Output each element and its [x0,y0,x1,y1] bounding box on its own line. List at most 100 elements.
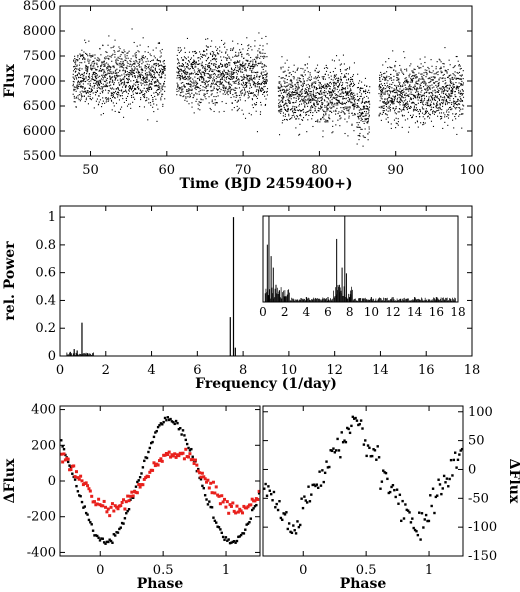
lightcurve-point [192,67,194,69]
lightcurve-point [457,60,459,62]
phase-left-point-black [180,433,183,436]
lightcurve-point [295,93,297,95]
lightcurve-point [334,82,336,84]
lightcurve-point [204,73,206,75]
lightcurve-point [358,82,360,84]
lightcurve-point [406,79,408,81]
lightcurve-point [258,48,260,50]
lightcurve-point [115,75,117,77]
lightcurve-point [363,136,365,138]
lightcurve-point [194,82,196,84]
lightcurve-point [387,110,389,112]
lightcurve-point [444,47,446,49]
lightcurve-point [324,73,327,75]
lightcurve-point [219,80,221,82]
phase-left-point-black [87,518,91,522]
lightcurve-point [380,105,382,107]
lightcurve-point [220,78,222,80]
lightcurve-point [101,90,103,92]
lightcurve-point [247,45,249,47]
lightcurve-point [117,50,119,52]
lightcurve-point [244,117,247,119]
lightcurve-point [186,100,188,102]
lightcurve-point [301,75,303,77]
lightcurve-point [134,98,136,100]
lightcurve-point [208,73,210,75]
lightcurve-point [250,76,252,78]
lightcurve-point [138,81,140,83]
lightcurve-point [255,60,257,62]
lightcurve-point [107,100,109,102]
lightcurve-point [255,104,257,106]
lightcurve-point [404,94,406,96]
lightcurve-point [163,66,166,68]
lightcurve-point [222,84,224,86]
lightcurve-point [228,87,230,89]
lightcurve-point [184,86,186,88]
lightcurve-point [76,64,78,66]
lightcurve-point [220,66,222,68]
lightcurve-point [251,71,253,74]
lightcurve-point [152,59,154,61]
lightcurve-point [206,46,208,48]
lightcurve-point [339,96,341,98]
lightcurve-point [403,73,405,75]
lightcurve-point [416,87,418,89]
lightcurve-point [134,63,136,65]
lightcurve-point [300,81,302,83]
lightcurve-point [114,97,116,99]
lightcurve-point [243,95,245,97]
lightcurve-point [240,90,242,92]
lightcurve-point [110,56,112,58]
lightcurve-point [288,83,290,85]
lightcurve-point [224,88,226,90]
lightcurve-point [233,72,235,74]
lightcurve-point [425,103,427,106]
lightcurve-point [281,77,283,79]
lightcurve-point [337,102,339,104]
lightcurve-point [437,74,439,76]
lightcurve-point [176,54,178,56]
lightcurve-point [352,105,354,107]
lightcurve-point [443,73,445,76]
lightcurve-point [209,74,211,76]
lightcurve-point [324,92,326,94]
lightcurve-point [210,94,212,96]
lightcurve-point [385,90,387,92]
lightcurve-point [425,110,427,112]
lightcurve-point [80,76,82,79]
lightcurve-point [307,83,309,85]
lightcurve-point [389,106,391,109]
lightcurve-point [260,55,262,57]
lightcurve-point [104,65,106,67]
lightcurve-point [150,75,152,77]
lightcurve-point [111,79,114,81]
lightcurve-point [245,74,248,76]
lightcurve-point [230,48,232,50]
lightcurve-point [203,72,205,74]
lightcurve-point [205,64,207,66]
lightcurve-point [145,66,147,68]
lightcurve-point [436,101,439,103]
lightcurve-point [434,111,436,113]
lightcurve-point [321,104,324,106]
lightcurve-point [219,87,221,89]
lightcurve-point [158,42,160,44]
lightcurve-point [296,89,298,91]
lightcurve-point [253,64,255,66]
lightcurve-point [197,86,199,88]
lightcurve-point [163,83,165,85]
lightcurve-point [333,83,335,85]
lightcurve-point [344,75,346,77]
lightcurve-point [211,93,213,95]
lightcurve-point [111,60,113,62]
lightcurve-point [422,81,424,83]
lightcurve-point [391,83,393,86]
lightcurve-point [187,96,189,98]
lightcurve-point [119,69,121,71]
lightcurve-point [114,70,116,72]
lightcurve-point [337,77,340,79]
lightcurve-point [398,72,400,74]
lightcurve-point [440,112,443,114]
lightcurve-point [344,103,347,105]
